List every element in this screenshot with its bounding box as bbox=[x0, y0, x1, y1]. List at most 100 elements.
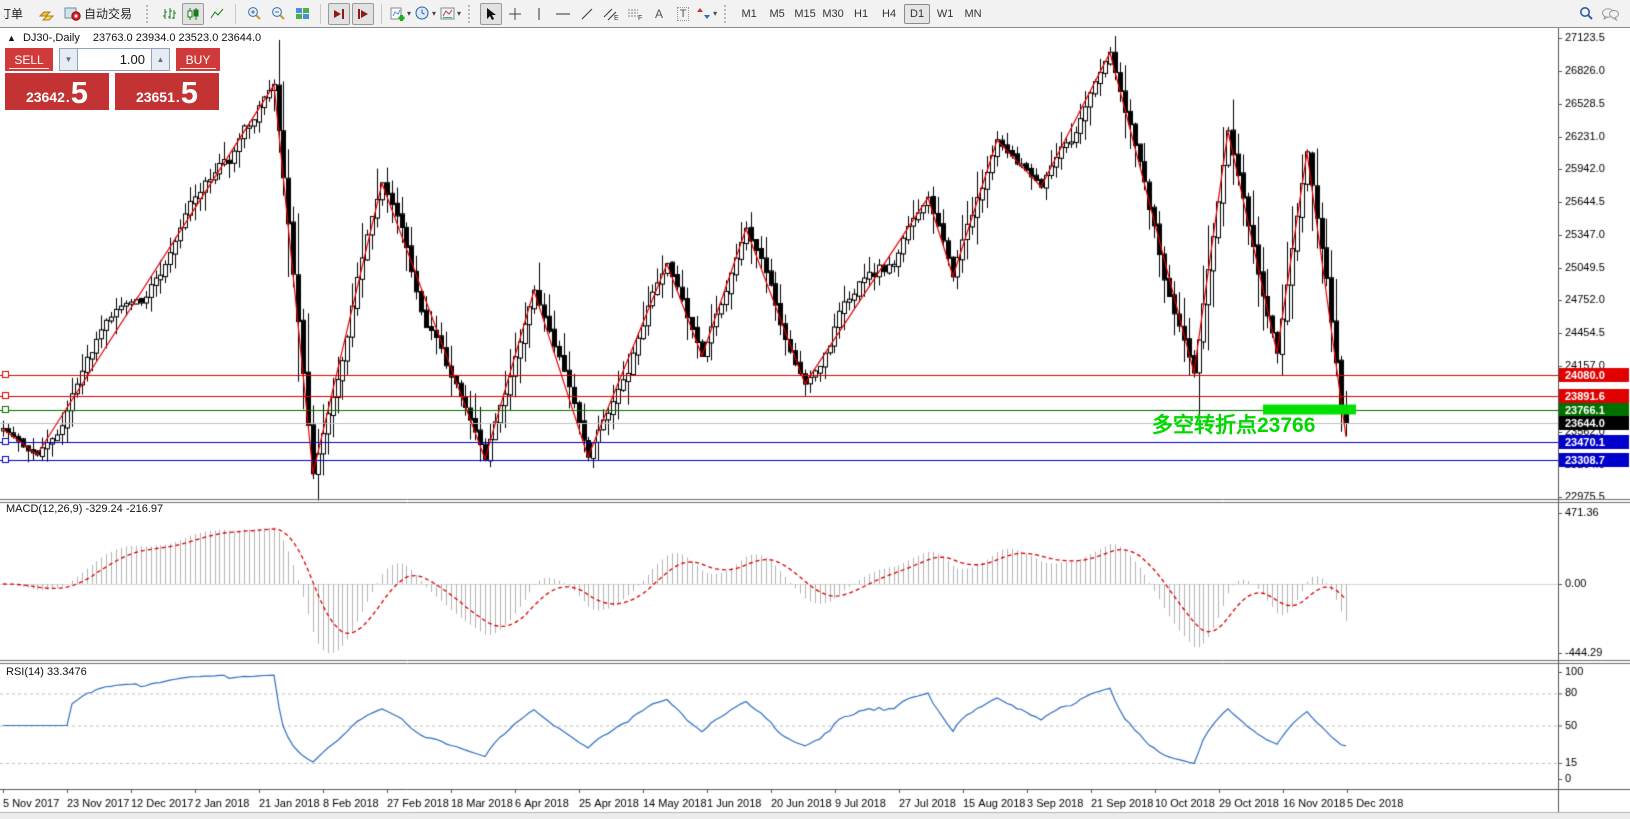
toolbar-separator bbox=[381, 3, 383, 24]
chat-bubbles-icon bbox=[1602, 7, 1619, 21]
dropdown-caret-icon: ▾ bbox=[457, 9, 462, 18]
zoom-out-button[interactable] bbox=[267, 3, 289, 25]
macd-indicator-label: MACD(12,26,9) -329.24 -216.97 bbox=[6, 503, 164, 515]
text-tool-icon: A bbox=[655, 6, 664, 21]
autotrading-label: 自动交易 bbox=[84, 7, 133, 21]
add-indicator-icon bbox=[390, 7, 405, 21]
vertical-line-icon bbox=[538, 7, 540, 20]
trendline-button[interactable] bbox=[576, 3, 598, 25]
text-label-icon: T bbox=[676, 6, 690, 21]
chart-type-group bbox=[155, 0, 231, 28]
vertical-line-button[interactable] bbox=[528, 3, 550, 25]
text-label-button[interactable]: T bbox=[672, 3, 694, 25]
chart-shift-button[interactable] bbox=[328, 2, 351, 25]
depth-of-market-icon[interactable] bbox=[35, 3, 57, 25]
timeframe-w1[interactable]: W1 bbox=[936, 7, 954, 20]
bar-chart-button[interactable] bbox=[158, 3, 180, 25]
equidistant-channel-icon: E bbox=[603, 8, 619, 21]
zoom-out-icon bbox=[271, 7, 285, 20]
gold-ingots-icon bbox=[38, 11, 54, 20]
fibonacci-icon: F bbox=[628, 9, 642, 21]
buy-price-dot: . bbox=[175, 89, 180, 105]
objects-group: E F A T ▾ bbox=[477, 0, 721, 28]
text-button[interactable]: A bbox=[648, 3, 670, 25]
horizontal-line-icon bbox=[556, 13, 571, 14]
timeframe-m30[interactable]: M30 bbox=[822, 7, 844, 20]
tile-windows-button[interactable] bbox=[291, 3, 313, 25]
order-group: 订单 自动交易 bbox=[0, 0, 143, 28]
zoom-in-icon bbox=[247, 7, 261, 20]
bar-chart-icon bbox=[163, 7, 177, 19]
zoom-in-button[interactable] bbox=[243, 3, 265, 25]
buy-price-main: 23651 bbox=[135, 89, 175, 105]
sell-button[interactable]: SELL bbox=[5, 48, 53, 71]
dropdown-caret-icon: ▾ bbox=[713, 9, 718, 18]
ohlc-values: 23763.0 23934.0 23523.0 23644.0 bbox=[92, 32, 262, 44]
one-click-trading-panel: SELL ▼ 1.00 ▲ BUY 23642 . 5 23651 . 5 bbox=[5, 48, 220, 110]
buy-price-box[interactable]: 23651 . 5 bbox=[115, 73, 219, 110]
template-icon bbox=[440, 7, 455, 20]
dropdown-caret-icon: ▾ bbox=[432, 9, 437, 18]
sell-price-main: 23642 bbox=[25, 89, 65, 105]
timeframe-h1[interactable]: H1 bbox=[854, 7, 869, 20]
chart-ohlc-header: ▲ DJ30-,Daily 23763.0 23934.0 23523.0 23… bbox=[7, 32, 261, 44]
auto-scroll-icon bbox=[358, 8, 369, 19]
search-icon bbox=[1579, 7, 1593, 20]
timeframe-h4[interactable]: H4 bbox=[882, 7, 897, 20]
rsi-indicator-label: RSI(14) 33.3476 bbox=[6, 666, 87, 678]
chat-button[interactable] bbox=[1599, 3, 1621, 25]
timeframe-m1[interactable]: M1 bbox=[741, 7, 757, 20]
line-chart-icon bbox=[210, 8, 224, 18]
svg-text:E: E bbox=[614, 15, 619, 21]
periods-button[interactable]: ▾ bbox=[414, 3, 437, 25]
fibonacci-button[interactable]: F bbox=[624, 3, 646, 25]
buy-button[interactable]: BUY bbox=[176, 48, 220, 71]
timeframe-m5[interactable]: M5 bbox=[769, 7, 785, 20]
line-chart-button[interactable] bbox=[206, 3, 228, 25]
zoom-group bbox=[240, 0, 316, 28]
chart-annotation-text: 多空转折点23766 bbox=[1152, 414, 1316, 437]
volume-input[interactable]: 1.00 bbox=[78, 48, 151, 71]
toolbar-right-group bbox=[1574, 3, 1630, 25]
symbol-period-label: DJ30-,Daily bbox=[22, 32, 80, 44]
volume-decrease-button[interactable]: ▼ bbox=[59, 48, 78, 71]
toolbar-grip[interactable] bbox=[468, 4, 474, 23]
buy-price-pips: 5 bbox=[180, 75, 199, 110]
candlestick-chart-button[interactable] bbox=[182, 2, 205, 25]
sell-price-pips: 5 bbox=[70, 75, 89, 110]
tile-windows-icon bbox=[295, 8, 309, 19]
autotrading-button[interactable]: 自动交易 bbox=[59, 3, 140, 25]
crosshair-icon bbox=[509, 7, 522, 20]
horizontal-line-button[interactable] bbox=[552, 3, 574, 25]
search-button[interactable] bbox=[1575, 3, 1597, 25]
timeframe-group: M1 M5 M15 M30 H1 H4 D1 W1 MN bbox=[733, 0, 989, 28]
cursor-button[interactable] bbox=[480, 2, 503, 25]
svg-text:F: F bbox=[638, 15, 642, 21]
timeframe-m15[interactable]: M15 bbox=[794, 7, 816, 20]
timeframe-d1[interactable]: D1 bbox=[904, 3, 931, 24]
autotrading-icon bbox=[64, 7, 81, 21]
toolbar-grip[interactable] bbox=[146, 4, 152, 23]
timeframe-mn[interactable]: MN bbox=[964, 7, 982, 20]
toolbar-grip[interactable] bbox=[724, 4, 730, 23]
trendline-icon bbox=[581, 8, 593, 19]
arrows-button[interactable]: ▾ bbox=[696, 3, 718, 25]
chart-shift-icon bbox=[334, 8, 345, 19]
insert-group: ▾ ▾ ▾ bbox=[386, 0, 465, 28]
top-toolbar: 订单 自动交易 bbox=[0, 0, 1630, 28]
equidistant-channel-button[interactable]: E bbox=[600, 3, 622, 25]
price-chart-canvas[interactable] bbox=[0, 28, 1630, 819]
dropdown-caret-icon: ▾ bbox=[407, 9, 412, 18]
candlestick-chart-icon bbox=[187, 7, 199, 20]
templates-button[interactable]: ▾ bbox=[439, 3, 462, 25]
new-order-button[interactable]: 订单 bbox=[3, 3, 33, 25]
toolbar-separator bbox=[235, 3, 237, 24]
cursor-icon bbox=[487, 7, 497, 20]
sell-price-box[interactable]: 23642 . 5 bbox=[5, 73, 109, 110]
crosshair-button[interactable] bbox=[504, 3, 526, 25]
sell-price-dot: . bbox=[65, 89, 70, 105]
add-indicator-button[interactable]: ▾ bbox=[389, 3, 412, 25]
auto-scroll-button[interactable] bbox=[352, 2, 375, 25]
collapse-panel-icon[interactable]: ▲ bbox=[7, 33, 16, 43]
volume-increase-button[interactable]: ▲ bbox=[151, 48, 170, 71]
